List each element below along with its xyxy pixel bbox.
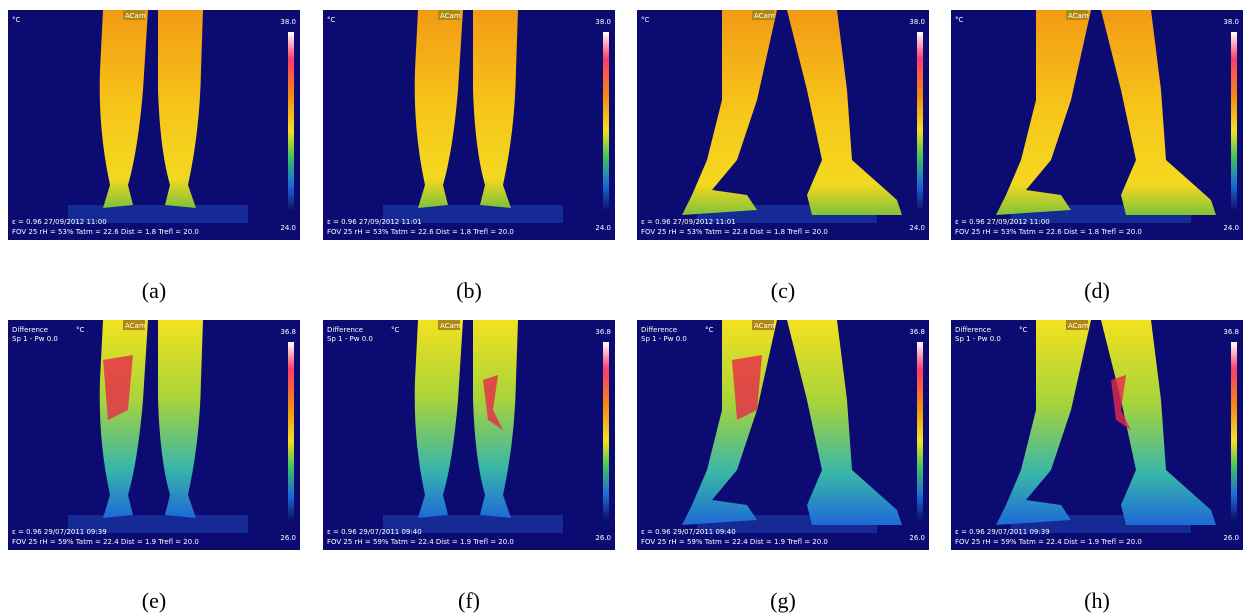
unit: °C <box>1019 326 1028 334</box>
color-scale <box>603 342 609 522</box>
unit: °C <box>641 16 650 24</box>
scale-max: 36.8 <box>1223 328 1239 336</box>
spot: Sp 1 - Pw 0.0 <box>327 335 373 343</box>
spot: Sp 1 - Pw 0.0 <box>955 335 1001 343</box>
info-line: FOV 25 rH = 59% Tatm = 22.4 Dist = 1.9 T… <box>327 538 514 546</box>
color-scale <box>917 342 923 522</box>
info-line: ε = 0.96 27/09/2012 11:00 <box>955 218 1050 226</box>
thermal-image: ACam °C 38.0 24.0 ε = 0.96 27/09/2012 11:00 F… <box>8 10 300 240</box>
figure: ACam °C 38.0 24.0 ε = 0.96 27/09/2012 11:00 F… <box>0 0 1243 613</box>
mode: Difference <box>327 326 363 334</box>
caption: (a) <box>142 278 166 303</box>
scale-min: 24.0 <box>595 224 611 232</box>
scale-max: 36.8 <box>595 328 611 336</box>
color-scale <box>1231 342 1237 522</box>
unit: °C <box>391 326 400 334</box>
info-line: FOV 25 rH = 53% Tatm = 22.6 Dist = 1.8 T… <box>955 228 1142 236</box>
caption: (g) <box>770 588 796 613</box>
info-line: ε = 0.96 29/07/2011 09:39 <box>955 528 1050 536</box>
scale-max: 38.0 <box>595 18 611 26</box>
spot: Sp 1 - Pw 0.0 <box>641 335 687 343</box>
scale-min: 24.0 <box>280 224 296 232</box>
caption: (d) <box>1084 278 1110 303</box>
info-line: FOV 25 rH = 53% Tatm = 22.6 Dist = 1.8 T… <box>641 228 828 236</box>
brand: ACam <box>754 322 775 330</box>
info-line: FOV 25 rH = 59% Tatm = 22.4 Dist = 1.9 T… <box>955 538 1142 546</box>
info-line: FOV 25 rH = 59% Tatm = 22.4 Dist = 1.9 T… <box>12 538 199 546</box>
scale-max: 38.0 <box>280 18 296 26</box>
thermal-image: ACam °C 38.0 24.0 ε = 0.96 27/09/2012 11:01 F… <box>323 10 615 240</box>
color-scale <box>1231 32 1237 212</box>
color-scale <box>288 32 294 212</box>
caption: (c) <box>771 278 795 303</box>
info-line: FOV 25 rH = 59% Tatm = 22.4 Dist = 1.9 T… <box>641 538 828 546</box>
unit: °C <box>12 16 21 24</box>
caption: (b) <box>456 278 482 303</box>
color-scale <box>917 32 923 212</box>
scale-max: 36.8 <box>909 328 925 336</box>
brand: ACam <box>754 12 775 20</box>
info-line: ε = 0.96 29/07/2011 09:39 <box>12 528 107 536</box>
page: ACam °C 38.0 24.0 ε = 0.96 27/09/2012 11:00 F… <box>0 0 1243 613</box>
info-line: FOV 25 rH = 53% Tatm = 22.6 Dist = 1.8 T… <box>12 228 199 236</box>
brand: ACam <box>440 322 461 330</box>
brand: ACam <box>1068 12 1089 20</box>
scale-min: 24.0 <box>1223 224 1239 232</box>
info-line: ε = 0.96 27/09/2012 11:00 <box>12 218 107 226</box>
caption: (f) <box>458 588 480 613</box>
unit: °C <box>327 16 336 24</box>
scale-min: 26.0 <box>280 534 296 542</box>
scale-max: 38.0 <box>909 18 925 26</box>
color-scale <box>603 32 609 212</box>
color-scale <box>288 342 294 522</box>
unit: °C <box>705 326 714 334</box>
info-line: ε = 0.96 29/07/2011 09:40 <box>641 528 736 536</box>
mode: Difference <box>641 326 677 334</box>
info-line: FOV 25 rH = 53% Tatm = 22.6 Dist = 1.8 T… <box>327 228 514 236</box>
brand: ACam <box>125 12 146 20</box>
caption: (e) <box>142 588 166 613</box>
scale-min: 24.0 <box>909 224 925 232</box>
caption: (h) <box>1084 588 1110 613</box>
info-line: ε = 0.96 27/09/2012 11:01 <box>327 218 422 226</box>
scale-min: 26.0 <box>595 534 611 542</box>
scale-min: 26.0 <box>1223 534 1239 542</box>
scale-max: 36.8 <box>280 328 296 336</box>
spot: Sp 1 - Pw 0.0 <box>12 335 58 343</box>
scale-max: 38.0 <box>1223 18 1239 26</box>
mode: Difference <box>12 326 48 334</box>
info-line: ε = 0.96 27/09/2012 11:01 <box>641 218 736 226</box>
brand: ACam <box>440 12 461 20</box>
info-line: ε = 0.96 29/07/2011 09:40 <box>327 528 422 536</box>
brand: ACam <box>1068 322 1089 330</box>
mode: Difference <box>955 326 991 334</box>
thermal-image: ACam °C 38.0 24.0 ε = 0.96 27/09/2012 11:01 F… <box>637 10 929 240</box>
unit: °C <box>955 16 964 24</box>
thermal-image: ACam °C 38.0 24.0 ε = 0.96 27/09/2012 11:00 F… <box>951 10 1243 240</box>
scale-min: 26.0 <box>909 534 925 542</box>
unit: °C <box>76 326 85 334</box>
brand: ACam <box>125 322 146 330</box>
